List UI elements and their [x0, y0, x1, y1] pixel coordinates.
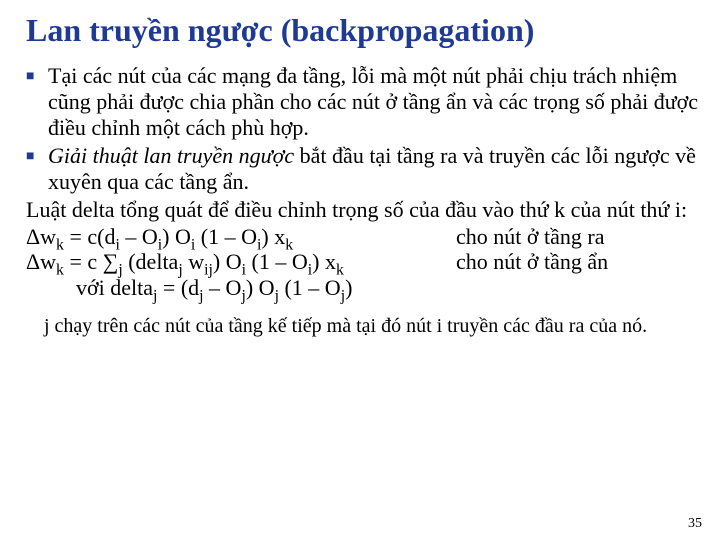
bullet-item: ■ Tại các nút của các mạng đa tầng, lỗi … [26, 63, 700, 141]
slide-body: ■ Tại các nút của các mạng đa tầng, lỗi … [20, 63, 700, 339]
formula-delta-def: với deltaj = (dj – Oj) Oj (1 – Oj) [76, 275, 700, 301]
formula-rhs-label: cho nút ở tầng ra [456, 224, 700, 250]
slide: Lan truyền ngược (backpropagation) ■ Tại… [0, 0, 720, 540]
delta-rule-intro: Luật delta tổng quát để điều chỉnh trọng… [26, 197, 700, 223]
formula-hidden-layer: Δwk = c ∑j (deltaj wij) Oi (1 – Oi) xk c… [26, 249, 700, 275]
slide-title: Lan truyền ngược (backpropagation) [26, 12, 700, 49]
bullet-italic-prefix: Giải thuật lan truyền ngược [48, 143, 294, 168]
bullet-square-icon: ■ [26, 63, 48, 141]
bullet-item: ■ Giải thuật lan truyền ngược bắt đầu tạ… [26, 143, 700, 195]
bullet-square-icon: ■ [26, 143, 48, 195]
formula-output-layer: Δwk = c(di – Oi) Oi (1 – Oi) xk cho nút … [26, 224, 700, 250]
formula-lhs: Δwk = c ∑j (deltaj wij) Oi (1 – Oi) xk [26, 249, 456, 275]
page-number: 35 [688, 516, 702, 532]
bullet-text: Giải thuật lan truyền ngược bắt đầu tại … [48, 143, 700, 195]
bullet-text: Tại các nút của các mạng đa tầng, lỗi mà… [48, 63, 700, 141]
footnote-text: j chạy trên các nút của tầng kế tiếp mà … [44, 315, 700, 338]
formula-lhs: Δwk = c(di – Oi) Oi (1 – Oi) xk [26, 224, 456, 250]
formula-rhs-label: cho nút ở tầng ẩn [456, 249, 700, 275]
